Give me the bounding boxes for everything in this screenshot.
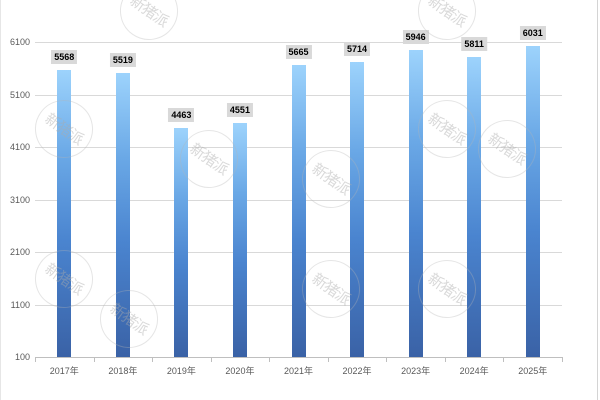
x-tick-mark xyxy=(35,357,36,362)
data-label: 4551 xyxy=(226,103,253,118)
x-tick-mark xyxy=(562,357,563,362)
y-tick-label: 6100 xyxy=(9,37,30,47)
x-tick-mark xyxy=(269,357,270,362)
gridline xyxy=(35,42,562,43)
x-tick-mark xyxy=(211,357,212,362)
data-label: 5519 xyxy=(109,52,136,67)
bar xyxy=(115,72,130,357)
bar xyxy=(525,45,540,357)
y-tick-label: 4100 xyxy=(9,142,30,152)
bar xyxy=(174,127,189,357)
data-label: 6031 xyxy=(519,25,546,40)
x-tick-label: 2022年 xyxy=(342,366,372,376)
x-tick-label: 2017年 xyxy=(49,366,79,376)
x-axis-line xyxy=(35,357,562,358)
x-tick-label: 2021年 xyxy=(283,366,314,376)
x-tick-label: 2020年 xyxy=(225,366,255,376)
bar xyxy=(408,50,423,357)
x-tick-label: 2023年 xyxy=(401,366,431,376)
data-label: 5714 xyxy=(344,42,371,57)
y-tick-label: 100 xyxy=(14,352,30,362)
data-label: 5665 xyxy=(285,44,312,59)
bar xyxy=(232,123,247,357)
y-tick-label: 5100 xyxy=(9,89,30,100)
bar xyxy=(350,62,365,357)
x-tick-mark xyxy=(445,357,446,362)
bar xyxy=(291,64,306,357)
x-tick-mark xyxy=(94,357,95,362)
x-tick-label: 2018年 xyxy=(108,366,138,376)
bar xyxy=(57,69,72,357)
data-label: 5946 xyxy=(402,30,429,45)
y-tick-label: 3100 xyxy=(9,194,30,205)
x-tick-label: 2024年 xyxy=(459,366,489,376)
x-tick-label: 2019年 xyxy=(166,366,196,376)
data-label: 5568 xyxy=(51,49,78,64)
data-label: 4463 xyxy=(168,107,195,122)
x-tick-mark xyxy=(328,357,329,362)
data-label: 5811 xyxy=(461,37,487,52)
x-tick-label: 2025年 xyxy=(518,366,548,376)
y-tick-label: 2100 xyxy=(9,247,30,257)
x-tick-mark xyxy=(503,357,504,362)
x-tick-mark xyxy=(386,357,387,362)
x-tick-mark xyxy=(152,357,153,362)
bar xyxy=(467,57,482,357)
y-tick-label: 1100 xyxy=(10,299,30,310)
